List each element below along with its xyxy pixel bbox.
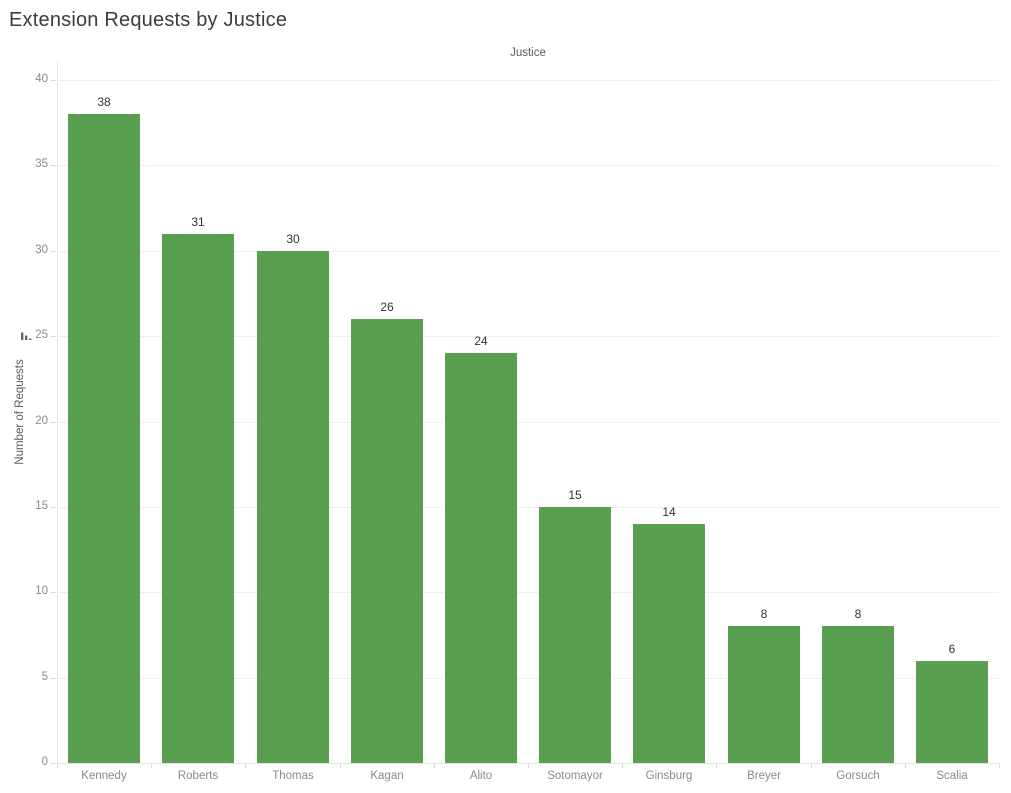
- x-tick-mark: [245, 763, 246, 768]
- bar[interactable]: [445, 353, 517, 763]
- gridline: [57, 80, 999, 81]
- bar[interactable]: [162, 234, 234, 763]
- y-tick-mark: [50, 336, 56, 337]
- bar[interactable]: [351, 319, 423, 763]
- y-tick-mark: [50, 80, 56, 81]
- y-tick-mark: [50, 251, 56, 252]
- bar-value-label: 30: [286, 232, 300, 246]
- gridline: [57, 507, 999, 508]
- x-tick-mark: [57, 763, 58, 768]
- x-tick-mark: [716, 763, 717, 768]
- y-tick-label: 0: [41, 756, 48, 768]
- bar[interactable]: [257, 251, 329, 763]
- bar-value-label: 24: [474, 334, 488, 348]
- x-tick-mark: [811, 763, 812, 768]
- bar-value-label: 31: [191, 215, 205, 229]
- y-tick-mark: [50, 165, 56, 166]
- x-category-label: Alito: [469, 770, 493, 782]
- y-tick-label: 15: [35, 500, 48, 512]
- y-tick-mark: [50, 422, 56, 423]
- bar[interactable]: [539, 507, 611, 763]
- x-category-label: Thomas: [272, 770, 314, 782]
- y-tick-mark: [50, 763, 56, 764]
- y-tick-label: 10: [35, 585, 48, 597]
- x-tick-mark: [528, 763, 529, 768]
- y-tick-label: 40: [35, 73, 48, 85]
- bar-value-label: 8: [854, 607, 862, 621]
- y-tick-mark: [50, 592, 56, 593]
- x-tick-mark: [434, 763, 435, 768]
- sort-descending-icon[interactable]: [20, 329, 33, 342]
- gridline: [57, 592, 999, 593]
- x-tick-mark: [151, 763, 152, 768]
- x-category-label: Gorsuch: [836, 770, 880, 782]
- bar[interactable]: [68, 114, 140, 763]
- bar-value-label: 14: [662, 505, 676, 519]
- x-tick-mark: [340, 763, 341, 768]
- gridline: [57, 165, 999, 166]
- y-tick-label: 30: [35, 244, 48, 256]
- gridline: [57, 336, 999, 337]
- x-category-label: Breyer: [747, 770, 781, 782]
- x-category-label: Roberts: [177, 770, 219, 782]
- x-category-label: Sotomayor: [547, 770, 603, 782]
- y-tick-mark: [50, 678, 56, 679]
- bar-value-label: 6: [948, 642, 956, 656]
- y-tick-label: 5: [41, 671, 48, 683]
- column-header-justice: Justice: [510, 47, 546, 59]
- bar[interactable]: [822, 626, 894, 763]
- x-tick-mark: [622, 763, 623, 768]
- x-category-label: Kagan: [370, 770, 404, 782]
- chart-title: Extension Requests by Justice: [9, 9, 288, 31]
- y-tick-label: 20: [35, 415, 48, 427]
- x-category-label: Scalia: [936, 770, 968, 782]
- bar[interactable]: [916, 661, 988, 763]
- x-tick-mark: [999, 763, 1000, 768]
- y-tick-mark: [50, 507, 56, 508]
- bar-value-label: 8: [760, 607, 768, 621]
- y-tick-label: 25: [35, 329, 48, 341]
- bar-value-label: 26: [380, 300, 394, 314]
- gridline: [57, 678, 999, 679]
- gridline: [57, 422, 999, 423]
- x-category-label: Kennedy: [81, 770, 127, 782]
- bar[interactable]: [728, 626, 800, 763]
- bar-value-label: 38: [97, 95, 111, 109]
- x-tick-mark: [905, 763, 906, 768]
- x-category-label: Ginsburg: [645, 770, 693, 782]
- bar-value-label: 15: [568, 488, 582, 502]
- bar[interactable]: [633, 524, 705, 763]
- y-axis-line: [57, 62, 58, 763]
- y-tick-label: 35: [35, 158, 48, 170]
- gridline: [57, 251, 999, 252]
